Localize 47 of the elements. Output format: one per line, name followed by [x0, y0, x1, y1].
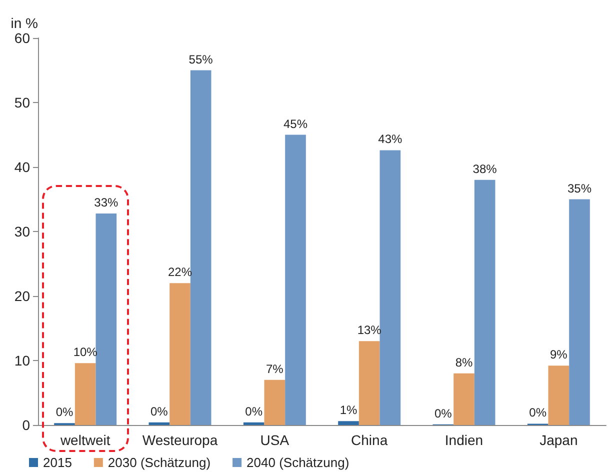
bar [454, 373, 474, 425]
data-label: 1% [340, 403, 358, 418]
y-axis-title: in % [10, 15, 38, 31]
y-tick-label: 60 [14, 30, 30, 46]
bar [264, 380, 286, 425]
y-tick-label: 30 [14, 224, 30, 240]
y-tick-label: 50 [14, 94, 30, 110]
bar [243, 422, 264, 425]
bar [474, 180, 496, 425]
bar [190, 70, 212, 425]
bar [569, 199, 590, 425]
legend-label: 2015 [43, 455, 72, 470]
bar [285, 134, 306, 425]
data-label: 45% [283, 116, 308, 131]
data-label: 55% [188, 52, 214, 66]
data-label: 0% [529, 406, 547, 420]
data-label: 0% [434, 406, 452, 420]
data-label: 35% [567, 181, 592, 196]
bar [380, 150, 401, 425]
y-tick-label: 0 [22, 417, 30, 433]
data-label: 8% [455, 355, 473, 370]
bar [74, 363, 96, 425]
bar [548, 366, 570, 425]
legend-label: 2040 (Schätzung) [246, 455, 350, 470]
y-tick-label: 20 [14, 288, 30, 304]
y-tick-label: 40 [14, 159, 30, 175]
data-label: 0% [56, 405, 74, 420]
bar [358, 341, 380, 425]
bar [338, 421, 359, 425]
data-label: 0% [150, 404, 168, 418]
x-tick-label: USA [260, 432, 290, 448]
data-label: 43% [378, 132, 402, 146]
data-label: 0% [245, 404, 263, 418]
data-label: 33% [94, 195, 118, 210]
x-tick-label: weltweit [59, 432, 110, 448]
bar [96, 213, 117, 425]
x-tick-label: Westeuropa [142, 432, 218, 448]
data-label: 38% [472, 162, 498, 176]
data-label: 9% [550, 348, 568, 362]
x-tick-label: China [351, 432, 388, 448]
y-tick-label: 10 [14, 352, 30, 368]
bar [148, 422, 170, 425]
bar [170, 283, 190, 425]
data-label: 7% [266, 362, 284, 376]
x-tick-label: Japan [540, 432, 578, 448]
x-tick-label: Indien [444, 432, 484, 448]
legend-label: 2030 (Schätzung) [108, 455, 211, 470]
